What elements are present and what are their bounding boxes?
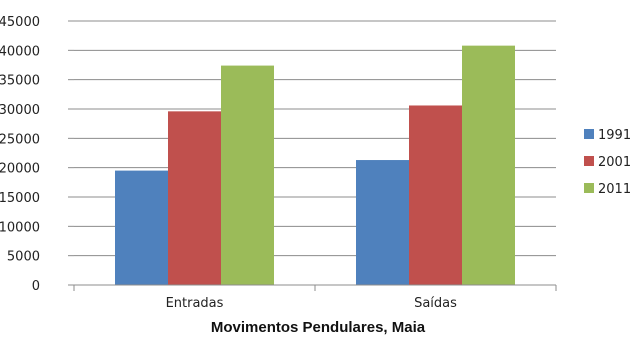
legend-swatch-2001 (584, 156, 594, 166)
y-tick-label: 10000 (0, 220, 40, 235)
legend-swatch-2011 (584, 183, 594, 193)
bar-2011-Entradas (221, 65, 274, 285)
legend-label: 1991 (598, 128, 631, 143)
bar-2001-Entradas (168, 111, 221, 285)
legend-label: 2011 (598, 182, 631, 197)
y-tick-label: 45000 (0, 15, 40, 30)
bars (115, 45, 515, 285)
y-tick-label: 30000 (0, 103, 40, 118)
y-tick-label: 5000 (7, 250, 40, 265)
y-tick-label: 20000 (0, 162, 40, 177)
bar-2011-Saídas (462, 45, 515, 285)
bar-2001-Saídas (409, 105, 462, 285)
bar-1991-Entradas (115, 170, 168, 285)
y-tick-label: 15000 (0, 191, 40, 206)
bar-1991-Saídas (356, 160, 409, 285)
y-tick-label: 40000 (0, 44, 40, 59)
x-category-label: Saídas (414, 296, 457, 311)
x-axis-categories: Entradas Saídas (73, 285, 557, 311)
y-tick-label: 35000 (0, 74, 40, 89)
chart-title: Movimentos Pendulares, Maia (211, 319, 426, 336)
y-axis-ticks: 0 5000 10000 15000 20000 25000 30000 35000 40000… (0, 15, 40, 294)
legend-label: 2001 (598, 155, 631, 170)
legend: 1991 2001 2011 (584, 128, 631, 197)
x-category-label: Entradas (166, 296, 224, 311)
y-tick-label: 0 (32, 279, 40, 294)
legend-swatch-1991 (584, 129, 594, 139)
y-tick-label: 25000 (0, 132, 40, 147)
